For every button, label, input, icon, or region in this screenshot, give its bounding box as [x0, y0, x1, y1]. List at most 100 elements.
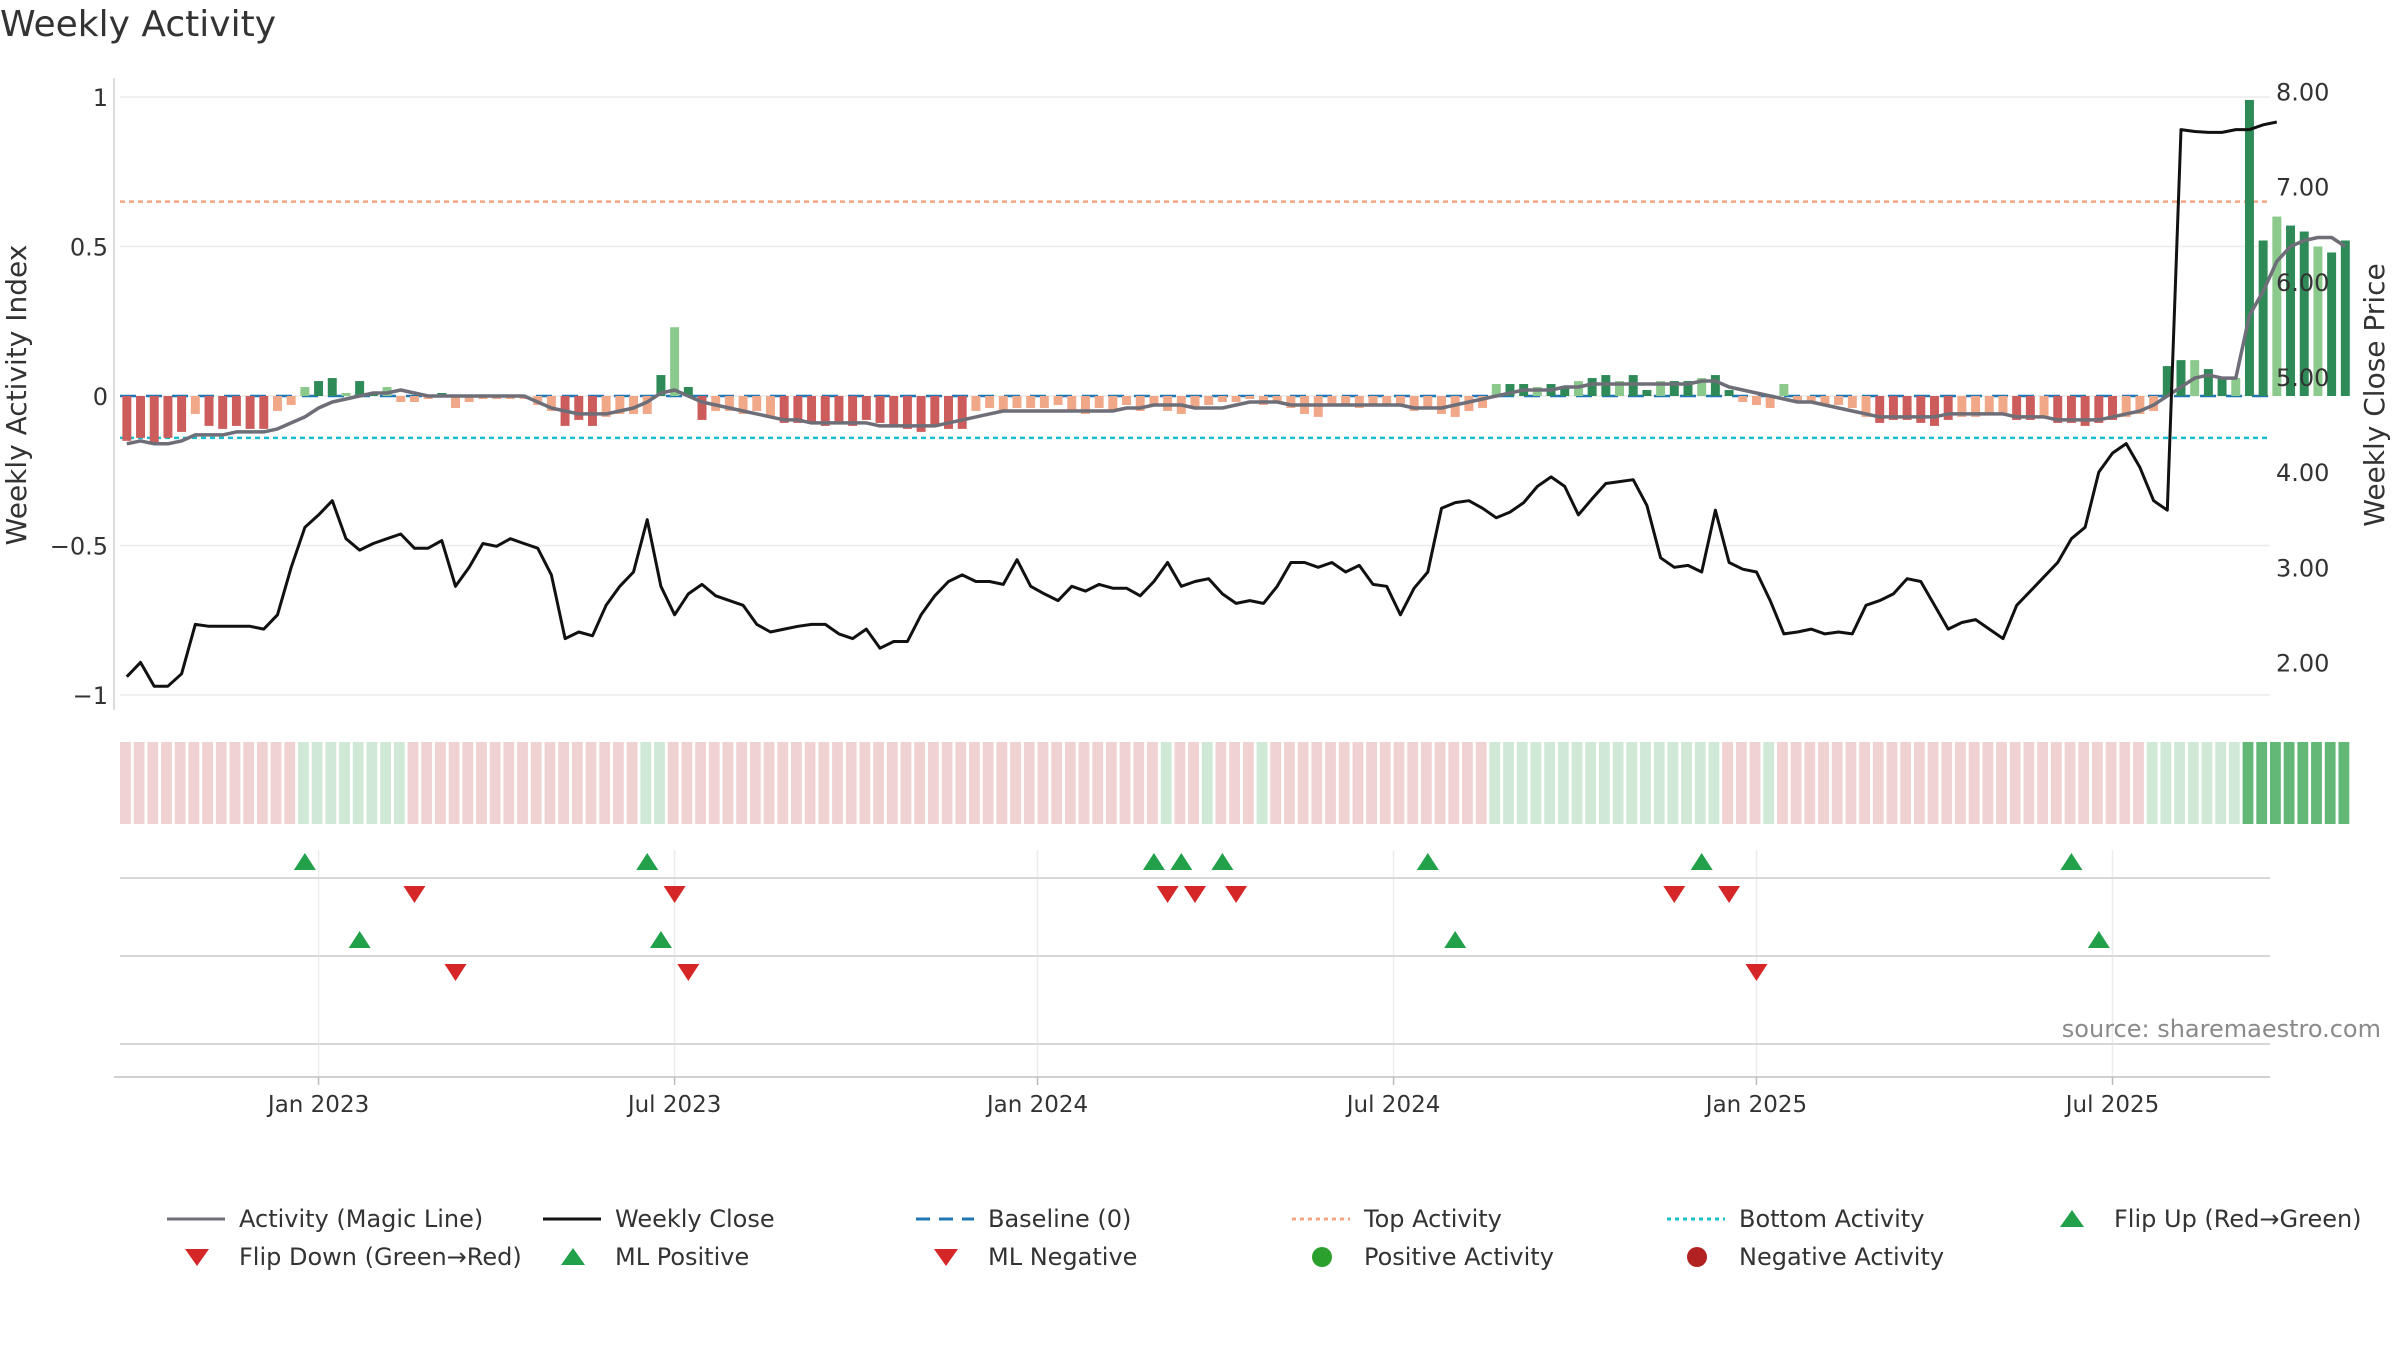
- activity-bar: [1943, 396, 1953, 420]
- flip-up-marker: [1211, 853, 1234, 870]
- activity-bar: [1272, 396, 1282, 402]
- activity-bar: [1615, 381, 1625, 396]
- activity-strip-cell: [1297, 742, 1309, 824]
- activity-bars: [122, 99, 2350, 444]
- activity-strip-cell: [626, 742, 638, 824]
- activity-bar: [272, 396, 282, 411]
- activity-strip-cell: [2160, 742, 2172, 824]
- ml-negative-icon: [914, 1245, 978, 1269]
- ml-positive-marker: [2087, 931, 2110, 948]
- activity-strip-cell: [352, 742, 364, 824]
- activity-strip-cell: [2078, 742, 2090, 824]
- activity-strip-cell: [1325, 742, 1336, 824]
- activity-bar: [1039, 396, 1049, 408]
- activity-strip-cell: [2215, 742, 2227, 824]
- activity-bar: [930, 396, 940, 426]
- activity-strip-cell: [804, 742, 816, 824]
- activity-strip-cell: [243, 742, 255, 824]
- activity-bar: [1916, 396, 1926, 423]
- legend-label-ml-positive: ML Positive: [615, 1243, 750, 1271]
- ml-negative-marker: [677, 964, 700, 981]
- activity-bar: [2231, 378, 2241, 396]
- activity-bar: [1231, 396, 1241, 402]
- activity-bar: [1998, 396, 2008, 414]
- activity-strip-cell: [818, 742, 830, 824]
- activity-bar: [1341, 396, 1351, 405]
- signal-markers: [293, 853, 2110, 981]
- axes: 1 0.5 0 −0.5 −1 8.00 7.00 6.00 5.00 4.00 3.00 2.00: [50, 78, 2329, 1078]
- activity-strip-cell: [325, 742, 337, 824]
- activity-strip-cell: [1242, 742, 1254, 824]
- activity-strip-cell: [1955, 742, 1966, 824]
- activity-strip-cell: [996, 742, 1008, 824]
- activity-bar: [1697, 378, 1707, 396]
- flip-up-marker: [1690, 853, 1713, 870]
- activity-bar: [1409, 396, 1419, 411]
- activity-strip-cell: [147, 742, 159, 824]
- activity-bar: [1820, 396, 1830, 405]
- activity-strip-cell: [2037, 742, 2049, 824]
- legend-label-flip-down: Flip Down (Green→Red): [239, 1243, 522, 1271]
- activity-bar: [1094, 396, 1104, 408]
- flip-up-marker: [293, 853, 316, 870]
- activity-bar: [1423, 396, 1433, 408]
- activity-strip-cell: [1516, 742, 1528, 824]
- activity-strip-cell: [1023, 742, 1035, 824]
- activity-strip-cell: [1612, 742, 1624, 824]
- activity-strip-cell: [1420, 742, 1432, 824]
- activity-strip-cell: [2146, 742, 2158, 824]
- activity-strip-cell: [667, 742, 679, 824]
- activity-strip-cell: [1927, 742, 1939, 824]
- flip-down-marker: [403, 886, 426, 903]
- activity-bar: [2066, 396, 2076, 423]
- activity-bar: [190, 396, 200, 414]
- legend-item-baseline: Baseline (0): [914, 1205, 1131, 1233]
- activity-bar: [1080, 396, 1090, 414]
- activity-strip-cell: [1790, 742, 1802, 824]
- activity-strip-cell: [380, 742, 392, 824]
- activity-strip-cell: [681, 742, 693, 824]
- activity-strip-cell: [955, 742, 967, 824]
- activity-bar: [1437, 396, 1446, 414]
- activity-bar: [2258, 240, 2268, 396]
- activity-chart: 10.50−0.5−18.007.006.005.004.003.002.00 …: [0, 78, 2391, 1118]
- activity-strip-cell: [1256, 742, 1268, 824]
- flip-up-marker: [636, 853, 659, 870]
- positive-activity-icon: [1290, 1245, 1354, 1269]
- activity-bar: [957, 396, 967, 429]
- legend-label-weekly-close: Weekly Close: [615, 1205, 775, 1233]
- activity-strip-cell: [1722, 742, 1734, 824]
- activity-strip-cell: [2050, 742, 2062, 824]
- activity-bar: [546, 396, 556, 411]
- flip-down-marker: [1184, 886, 1206, 903]
- activity-bar: [944, 396, 953, 429]
- activity-strip-cell: [612, 742, 624, 824]
- activity-strip-cell: [1270, 742, 1282, 824]
- activity-bar: [1587, 378, 1597, 396]
- activity-strip-cell: [1037, 742, 1049, 824]
- legend-item-negative-activity: Negative Activity: [1665, 1243, 1944, 1271]
- activity-strip-cell: [941, 742, 953, 824]
- activity-bar: [409, 396, 419, 402]
- x-tick-label: Jan 2023: [266, 1092, 369, 1118]
- activity-strip-cell: [256, 742, 268, 824]
- activity-strip-cell: [1160, 742, 1172, 824]
- legend-item-ml-positive: ML Positive: [541, 1243, 749, 1271]
- activity-strip-cell: [791, 742, 802, 824]
- activity-bar: [1751, 396, 1761, 405]
- activity-bar: [1217, 396, 1227, 402]
- activity-bar: [587, 396, 597, 426]
- activity-strip-cell: [2187, 742, 2199, 824]
- activity-strip-cell: [2201, 742, 2213, 824]
- flip-up-marker: [1142, 853, 1165, 870]
- legend-label-top-activity: Top Activity: [1364, 1205, 1502, 1233]
- activity-strip-cell: [585, 742, 597, 824]
- activity-strip-cell: [448, 742, 460, 824]
- activity-bar: [1053, 396, 1063, 405]
- activity-bar: [889, 396, 899, 426]
- activity-strip-cell: [1379, 742, 1391, 824]
- activity-bar: [1875, 396, 1885, 423]
- activity-bar: [998, 396, 1008, 411]
- activity-bar: [2094, 396, 2104, 423]
- activity-strip-cell: [2023, 742, 2035, 824]
